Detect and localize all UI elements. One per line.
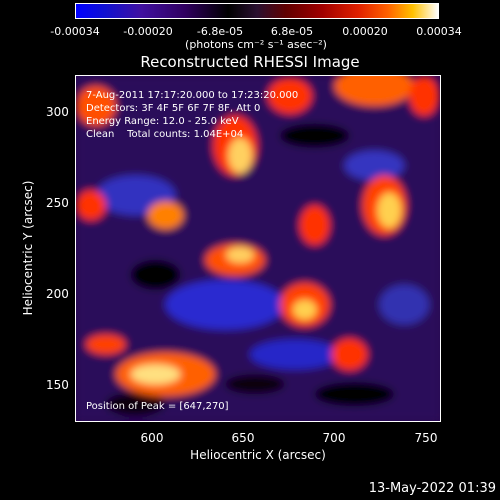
x-axis-label: Heliocentric X (arcsec) (190, 448, 326, 462)
annotation-clean-counts: Clean Total counts: 1.04E+04 (86, 129, 244, 140)
y-tick-label: 300 (46, 105, 69, 119)
x-tick-label: 650 (231, 431, 255, 445)
y-tick-label: 250 (46, 196, 69, 210)
colorbar-tick: -0.00020 (123, 25, 173, 38)
x-tick-label: 600 (140, 431, 164, 445)
heatmap-image (76, 76, 440, 421)
annotation-peak-position: Position of Peak = [647,270] (86, 401, 229, 412)
y-tick-label: 200 (46, 287, 69, 301)
colorbar (75, 3, 439, 19)
timestamp: 13-May-2022 01:39 (368, 481, 496, 496)
annotation-energy-range: Energy Range: 12.0 - 25.0 keV (86, 116, 239, 127)
colorbar-tick: 0.00020 (342, 25, 388, 38)
colorbar-unit: (photons cm⁻² s⁻¹ asec⁻²) (185, 38, 327, 51)
colorbar-tick: -6.8e-05 (196, 25, 244, 38)
x-tick-label: 750 (414, 431, 438, 445)
y-axis-label: Heliocentric Y (arcsec) (21, 180, 35, 316)
annotation-time-range: 7-Aug-2011 17:17:20.000 to 17:23:20.000 (86, 90, 299, 101)
plot-title: Reconstructed RHESSI Image (140, 53, 360, 71)
colorbar-tick: 0.00034 (416, 25, 462, 38)
image-plot[interactable]: 7-Aug-2011 17:17:20.000 to 17:23:20.000 … (75, 75, 441, 422)
annotation-detectors: Detectors: 3F 4F 5F 6F 7F 8F, Att 0 (86, 103, 261, 114)
x-tick-label: 700 (322, 431, 346, 445)
y-tick-label: 150 (46, 378, 69, 392)
colorbar-tick: -0.00034 (50, 25, 100, 38)
colorbar-tick: 6.8e-05 (270, 25, 314, 38)
